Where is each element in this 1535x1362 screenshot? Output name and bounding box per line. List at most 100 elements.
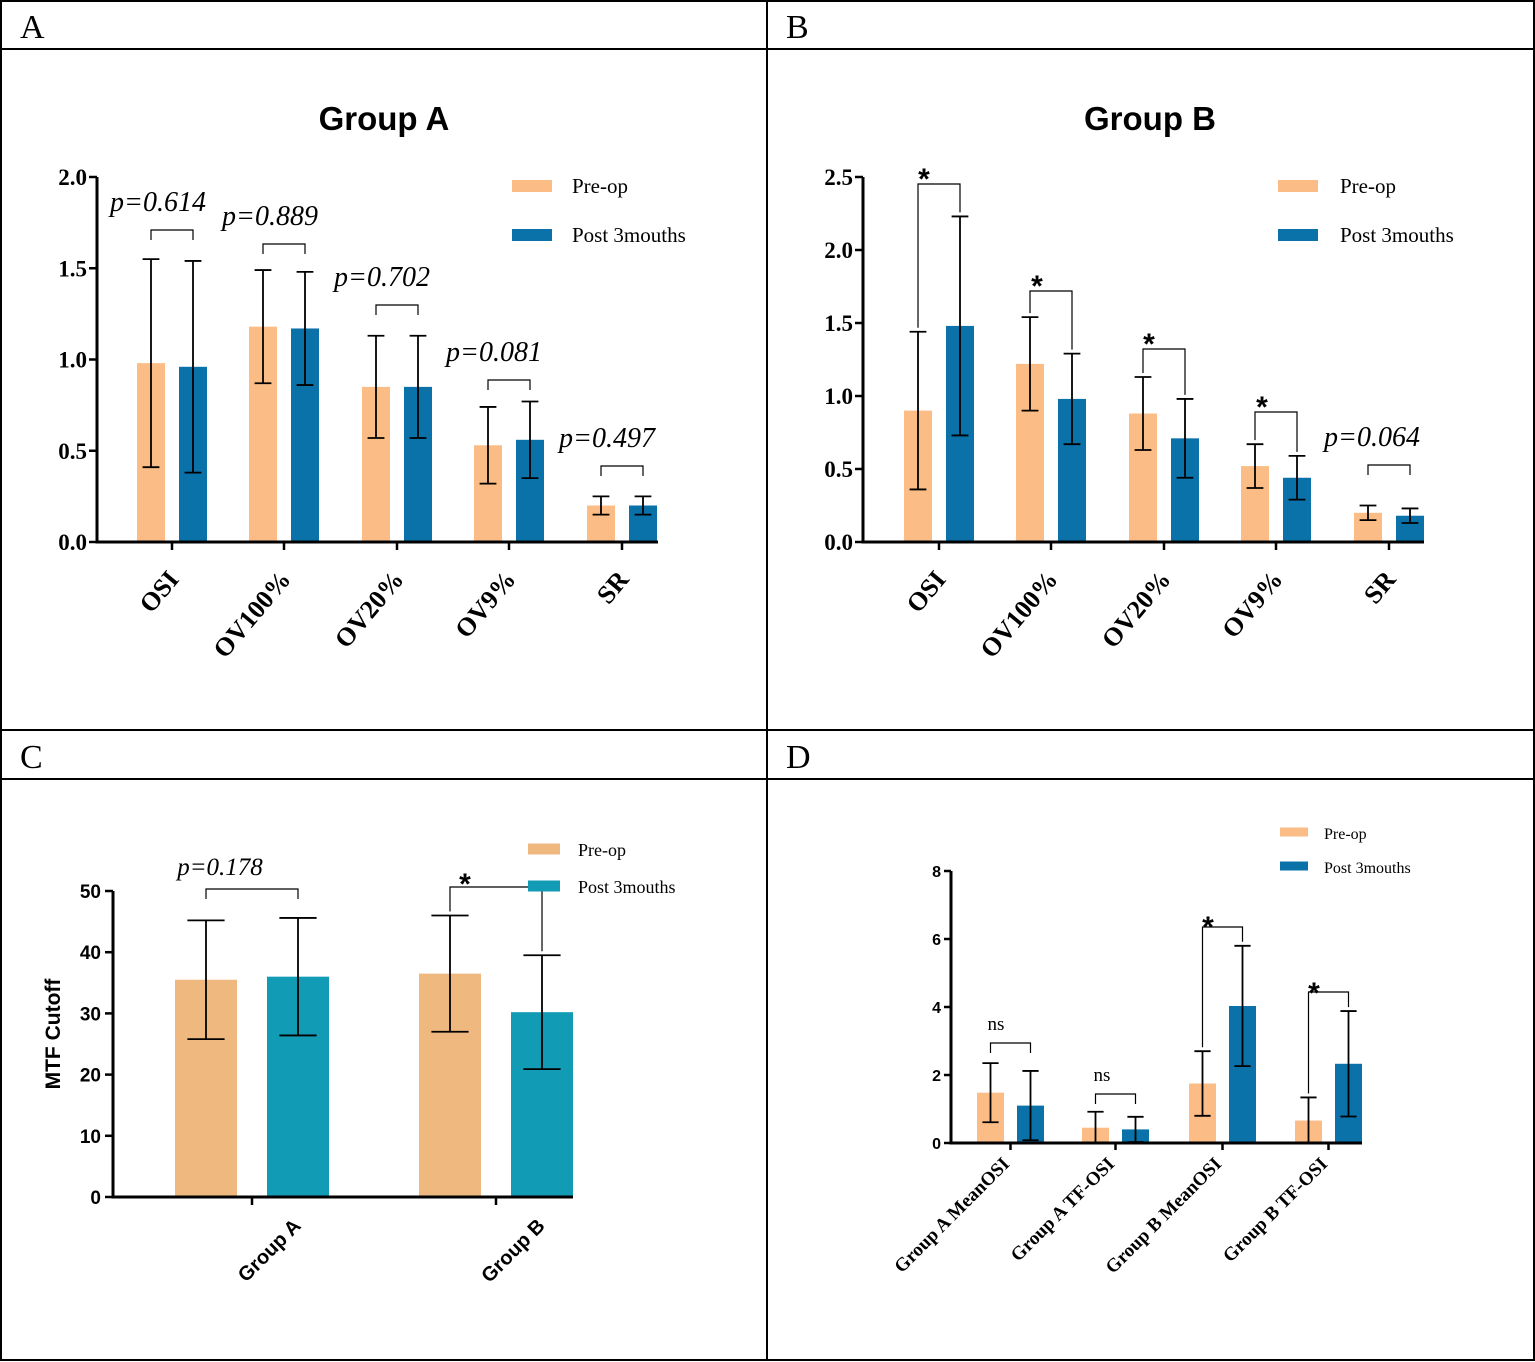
significance-star-d-3: * <box>1308 977 1320 1010</box>
x-tick-label-c-1: Group B <box>477 1215 549 1287</box>
significance-star-b-1: * <box>1031 270 1043 303</box>
p-value-label-a-4: p=0.497 <box>557 423 656 454</box>
y-tick-label-a-1: 0.5 <box>58 439 87 464</box>
x-tick-label-b-4: SR <box>1358 565 1402 609</box>
y-tick-label-a-0: 0.0 <box>58 530 87 555</box>
significance-star-d-2: * <box>1202 911 1214 944</box>
p-value-label-d-1: ns <box>1094 1065 1111 1086</box>
y-tick-label-c-2: 20 <box>80 1066 101 1087</box>
x-tick-label-a-3: OV9% <box>449 565 521 643</box>
x-tick-label-a-4: SR <box>591 565 635 609</box>
significance-bracket-a-2 <box>375 304 419 315</box>
significance-star-b-2: * <box>1143 328 1155 361</box>
legend-label-d-preop: Pre-op <box>1324 826 1367 843</box>
p-value-label-a-1: p=0.889 <box>220 201 318 232</box>
chart-osi-summary: Group A MeanOSI ns Group A TF-OSI ns Group B… <box>890 826 1410 1278</box>
y-tick-label-c-0: 0 <box>90 1188 101 1209</box>
significance-bracket-a-3 <box>487 379 531 390</box>
chart-group-b: Group B OSI * OV100% * OV20% * OV9% * SR p=0.064 0.… <box>824 100 1454 664</box>
y-tick-label-a-2: 1.0 <box>58 348 87 373</box>
x-tick-label-d-1: Group A TF-OSI <box>1007 1154 1119 1266</box>
legend-swatch-a-post <box>512 229 552 241</box>
significance-bracket-d-1 <box>1094 1093 1137 1104</box>
x-tick-label-b-1: OV100% <box>975 565 1064 663</box>
p-value-label-a-2: p=0.702 <box>332 262 430 293</box>
x-tick-label-d-2: Group B MeanOSI <box>1102 1154 1226 1278</box>
chart-title-b: Group B <box>1084 100 1216 137</box>
chart-group-a: Group A OSI p=0.614 OV100% p=0.889 OV20% p=0.7… <box>58 100 686 664</box>
p-value-label-d-0: ns <box>988 1014 1005 1035</box>
significance-bracket-b-3 <box>1254 411 1298 452</box>
significance-bracket-a-4 <box>600 465 644 476</box>
y-tick-label-b-4: 2.0 <box>824 238 853 263</box>
significance-bracket-d-3 <box>1307 991 1350 1094</box>
legend-swatch-a-preop <box>512 180 552 192</box>
x-tick-label-c-0: Group A <box>234 1215 306 1287</box>
legend-swatch-b-preop <box>1278 180 1318 192</box>
significance-bracket-b-0 <box>917 183 961 328</box>
x-tick-label-a-2: OV20% <box>329 565 410 653</box>
legend-swatch-c-post <box>528 880 560 892</box>
y-tick-label-c-1: 10 <box>80 1127 101 1148</box>
y-tick-label-a-4: 2.0 <box>58 165 87 190</box>
x-tick-label-b-2: OV20% <box>1096 565 1177 653</box>
significance-bracket-c-0 <box>205 888 299 899</box>
p-value-label-a-0: p=0.614 <box>108 187 206 218</box>
y-tick-label-c-5: 50 <box>80 882 101 903</box>
x-tick-label-d-0: Group A MeanOSI <box>890 1154 1014 1278</box>
panel-label-a: A <box>20 9 45 46</box>
legend-swatch-c-preop <box>528 843 560 855</box>
significance-star-b-3: * <box>1256 391 1268 424</box>
y-tick-label-d-0: 0 <box>932 1136 941 1153</box>
y-axis-label: MTF Cutoff <box>42 978 65 1090</box>
y-tick-label-c-3: 30 <box>80 1004 101 1025</box>
legend-label-b-preop: Pre-op <box>1340 174 1396 198</box>
panel-label-b: B <box>786 9 809 46</box>
p-value-label-a-3: p=0.081 <box>444 337 542 368</box>
y-tick-label-c-4: 40 <box>80 943 101 964</box>
legend-label-c-post: Post 3mouths <box>578 877 676 897</box>
significance-bracket-b-4 <box>1367 464 1411 475</box>
y-tick-label-b-0: 0.0 <box>824 530 853 555</box>
y-tick-label-d-3: 6 <box>932 932 941 949</box>
y-tick-label-b-2: 1.0 <box>824 384 853 409</box>
legend-label-a-post: Post 3mouths <box>572 223 686 247</box>
y-tick-label-a-3: 1.5 <box>58 256 87 281</box>
chart-mtf-cutoff: MTF Cutoff Group A p=0.178 Group B * 0 10 20 30 4… <box>42 840 676 1287</box>
y-tick-label-b-5: 2.5 <box>824 165 853 190</box>
chart-title-a: Group A <box>319 100 450 137</box>
significance-bracket-a-1 <box>262 243 306 254</box>
legend-label-c-preop: Pre-op <box>578 840 626 860</box>
significance-star-b-0: * <box>918 163 930 196</box>
significance-bracket-d-0 <box>989 1042 1032 1053</box>
significance-star-c-1: * <box>459 868 471 901</box>
panel-c-frame <box>0 729 768 1361</box>
legend-swatch-d-post <box>1280 861 1308 871</box>
p-value-label-c-0: p=0.178 <box>175 854 263 881</box>
significance-bracket-a-0 <box>150 229 194 240</box>
y-tick-label-d-4: 8 <box>932 864 941 881</box>
x-tick-label-a-1: OV100% <box>208 565 297 663</box>
significance-bracket-c-1 <box>449 886 543 952</box>
legend-swatch-b-post <box>1278 229 1318 241</box>
x-tick-label-b-0: OSI <box>901 565 952 618</box>
significance-bracket-b-1 <box>1029 290 1073 350</box>
significance-bracket-b-2 <box>1142 348 1186 395</box>
legend-swatch-d-preop <box>1280 827 1308 837</box>
legend-label-a-preop: Pre-op <box>572 174 628 198</box>
y-tick-label-b-3: 1.5 <box>824 311 853 336</box>
y-tick-label-d-2: 4 <box>932 1000 941 1017</box>
x-tick-label-a-0: OSI <box>134 565 185 618</box>
p-value-label-b-4: p=0.064 <box>1322 422 1420 453</box>
x-tick-label-d-3: Group B TF-OSI <box>1219 1154 1332 1267</box>
x-tick-label-b-3: OV9% <box>1216 565 1288 643</box>
panel-label-c: C <box>20 739 43 776</box>
y-tick-label-b-1: 0.5 <box>824 457 853 482</box>
legend-label-d-post: Post 3mouths <box>1324 860 1411 877</box>
y-tick-label-d-1: 2 <box>932 1068 941 1085</box>
panel-d-frame <box>766 729 1535 1361</box>
legend-label-b-post: Post 3mouths <box>1340 223 1454 247</box>
significance-bracket-d-2 <box>1201 926 1244 1048</box>
